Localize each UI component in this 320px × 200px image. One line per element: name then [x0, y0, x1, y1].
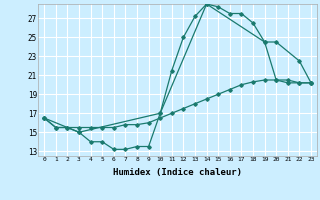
X-axis label: Humidex (Indice chaleur): Humidex (Indice chaleur) — [113, 168, 242, 177]
